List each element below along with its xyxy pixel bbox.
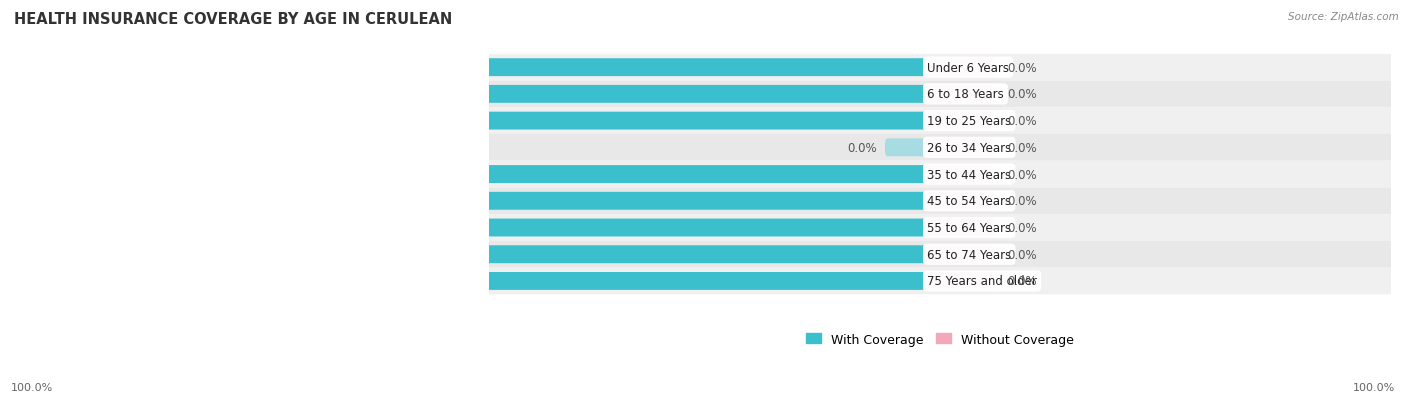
Text: 0.0%: 0.0% — [1007, 142, 1036, 154]
Text: 55 to 64 Years: 55 to 64 Years — [927, 221, 1011, 235]
FancyBboxPatch shape — [83, 272, 927, 290]
Text: 0.0%: 0.0% — [1007, 88, 1036, 101]
Text: 0.0%: 0.0% — [1007, 248, 1036, 261]
Text: 100.0%: 100.0% — [97, 248, 145, 261]
FancyBboxPatch shape — [83, 219, 927, 237]
FancyBboxPatch shape — [927, 246, 994, 263]
Text: 100.0%: 100.0% — [97, 275, 145, 288]
Text: Source: ZipAtlas.com: Source: ZipAtlas.com — [1288, 12, 1399, 22]
Text: 6 to 18 Years: 6 to 18 Years — [927, 88, 1004, 101]
FancyBboxPatch shape — [927, 166, 994, 183]
FancyBboxPatch shape — [463, 108, 1391, 135]
FancyBboxPatch shape — [463, 55, 1391, 81]
FancyBboxPatch shape — [927, 59, 994, 77]
Text: 100.0%: 100.0% — [97, 115, 145, 128]
FancyBboxPatch shape — [463, 81, 1391, 108]
FancyBboxPatch shape — [884, 139, 927, 157]
FancyBboxPatch shape — [927, 139, 994, 157]
FancyBboxPatch shape — [463, 268, 1391, 294]
Text: 75 Years and older: 75 Years and older — [927, 275, 1038, 288]
Legend: With Coverage, Without Coverage: With Coverage, Without Coverage — [801, 328, 1078, 351]
FancyBboxPatch shape — [83, 112, 927, 130]
FancyBboxPatch shape — [83, 192, 927, 210]
FancyBboxPatch shape — [83, 86, 927, 104]
Text: 65 to 74 Years: 65 to 74 Years — [927, 248, 1011, 261]
Text: 45 to 54 Years: 45 to 54 Years — [927, 195, 1011, 208]
FancyBboxPatch shape — [927, 272, 994, 290]
FancyBboxPatch shape — [463, 215, 1391, 241]
Text: 0.0%: 0.0% — [1007, 115, 1036, 128]
Text: 0.0%: 0.0% — [1007, 275, 1036, 288]
Text: 0.0%: 0.0% — [1007, 221, 1036, 235]
Text: 100.0%: 100.0% — [97, 62, 145, 74]
Text: 100.0%: 100.0% — [97, 168, 145, 181]
FancyBboxPatch shape — [83, 246, 927, 263]
FancyBboxPatch shape — [463, 135, 1391, 161]
FancyBboxPatch shape — [927, 112, 994, 130]
Text: HEALTH INSURANCE COVERAGE BY AGE IN CERULEAN: HEALTH INSURANCE COVERAGE BY AGE IN CERU… — [14, 12, 453, 27]
FancyBboxPatch shape — [927, 219, 994, 237]
Text: 19 to 25 Years: 19 to 25 Years — [927, 115, 1011, 128]
FancyBboxPatch shape — [463, 161, 1391, 188]
Text: 0.0%: 0.0% — [1007, 168, 1036, 181]
FancyBboxPatch shape — [83, 166, 927, 183]
Text: 100.0%: 100.0% — [1353, 382, 1395, 392]
Text: 35 to 44 Years: 35 to 44 Years — [927, 168, 1011, 181]
Text: 100.0%: 100.0% — [97, 88, 145, 101]
Text: 100.0%: 100.0% — [97, 195, 145, 208]
Text: 100.0%: 100.0% — [11, 382, 53, 392]
Text: 100.0%: 100.0% — [97, 221, 145, 235]
Text: Under 6 Years: Under 6 Years — [927, 62, 1010, 74]
FancyBboxPatch shape — [927, 192, 994, 210]
FancyBboxPatch shape — [463, 188, 1391, 215]
Text: 26 to 34 Years: 26 to 34 Years — [927, 142, 1011, 154]
Text: 0.0%: 0.0% — [846, 142, 876, 154]
Text: 0.0%: 0.0% — [1007, 62, 1036, 74]
FancyBboxPatch shape — [463, 241, 1391, 268]
Text: 0.0%: 0.0% — [1007, 195, 1036, 208]
FancyBboxPatch shape — [83, 59, 927, 77]
FancyBboxPatch shape — [927, 86, 994, 104]
